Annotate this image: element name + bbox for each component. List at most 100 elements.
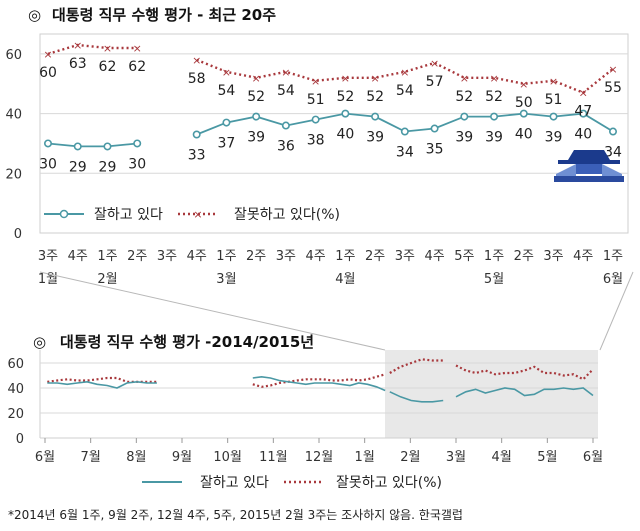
legend-good-marker — [59, 209, 69, 219]
top-legend: 잘하고 있다 × 잘못하고 있다(%) — [44, 207, 340, 223]
bottom-x-tick-label: 6월 — [583, 450, 603, 465]
good-point — [460, 112, 469, 121]
bad-point: × — [133, 42, 142, 55]
bad-point: × — [73, 39, 82, 52]
top-y-tick-label: 60 — [5, 48, 22, 63]
top-month-label: 4월 — [335, 272, 355, 287]
bottom-x-tick-label: 1월 — [355, 450, 375, 465]
bad-point: × — [222, 66, 231, 79]
bad-data-label: 52 — [455, 89, 473, 105]
bottom-x-tick-label: 9월 — [172, 450, 192, 465]
bad-data-label: 52 — [366, 89, 384, 105]
bottom-good-line — [252, 375, 386, 392]
bottom-chart-axis: 6월 7월 8월 9월 10월 11월 12월 1월 2월 3월 4월 5월 6월 — [35, 438, 603, 465]
bottom-good-line — [389, 391, 444, 403]
bad-data-label: 55 — [604, 80, 622, 96]
bad-data-label: 54 — [396, 83, 414, 99]
top-month-label: 3월 — [216, 272, 236, 287]
bad-data-label: 51 — [545, 92, 563, 108]
bad-data-label: 57 — [426, 74, 444, 90]
bottom-x-tick-label: 8월 — [126, 450, 146, 465]
top-x-tick-label: 4주 — [187, 249, 207, 264]
bottom-x-tick-label: 2월 — [400, 450, 420, 465]
bottom-chart-title: 대통령 직무 수행 평가 -2014/2015년 — [60, 333, 314, 351]
bottom-good-line — [47, 380, 157, 389]
bad-point: × — [400, 66, 409, 79]
top-x-tick-label: 4주 — [68, 249, 88, 264]
bottom-y-tick-label: 0 — [16, 432, 24, 447]
good-point — [341, 109, 350, 118]
good-data-label: 30 — [128, 156, 146, 172]
good-point — [519, 109, 528, 118]
top-x-tick-label: 3주 — [543, 249, 563, 264]
legend-bad-marker: × — [193, 208, 202, 221]
good-point — [549, 112, 558, 121]
top-x-tick-label: 4주 — [573, 249, 593, 264]
bad-data-label: 52 — [485, 89, 503, 105]
bad-point: × — [103, 42, 112, 55]
top-month-label: 5월 — [484, 272, 504, 287]
top-x-tick-label: 2주 — [514, 249, 534, 264]
top-x-tick-label: 5주 — [454, 249, 474, 264]
good-data-label: 40 — [515, 127, 533, 143]
bottom-x-tick-label: 5월 — [537, 450, 557, 465]
bad-data-label: 54 — [218, 83, 236, 99]
good-point — [371, 112, 380, 121]
bad-data-label: 62 — [99, 59, 117, 75]
good-data-label: 36 — [277, 139, 295, 155]
bad-data-label: 52 — [247, 89, 265, 105]
good-data-label: 37 — [218, 136, 236, 152]
bottom-bad-line — [47, 376, 157, 383]
bottom-x-tick-label: 12월 — [305, 450, 334, 465]
good-data-label: 38 — [307, 133, 325, 149]
bad-data-label: 63 — [69, 56, 87, 72]
bottom-chart-title-icon: ◎ — [33, 333, 46, 351]
good-data-label: 39 — [247, 130, 265, 146]
good-data-label: 39 — [455, 130, 473, 146]
bad-point: × — [460, 72, 469, 85]
bottom-legend: 잘하고 있다 잘못하고 있다(%) — [142, 475, 442, 491]
bad-point: × — [281, 66, 290, 79]
bad-data-label: 54 — [277, 83, 295, 99]
bottom-x-tick-label: 7월 — [81, 450, 101, 465]
bottom-x-tick-label: 4월 — [492, 450, 512, 465]
bad-data-label: 52 — [336, 89, 354, 105]
bad-point: × — [489, 72, 498, 85]
bad-series-line — [47, 43, 138, 56]
good-point — [608, 127, 617, 136]
bad-data-label: 62 — [128, 59, 146, 75]
bottom-x-tick-label: 3월 — [446, 450, 466, 465]
good-point — [311, 115, 320, 124]
bad-point: × — [43, 48, 52, 61]
good-data-label: 39 — [366, 130, 384, 146]
legend-bad-label: 잘못하고 있다(%) — [234, 207, 340, 223]
good-point — [490, 112, 499, 121]
bad-point: × — [192, 54, 201, 67]
good-data-label: 30 — [39, 156, 57, 172]
bad-point: × — [370, 72, 379, 85]
bad-point: × — [579, 87, 588, 100]
top-x-tick-label: 4주 — [306, 249, 326, 264]
bad-data-label: 50 — [515, 95, 533, 111]
good-data-label: 40 — [336, 127, 354, 143]
bad-point: × — [519, 78, 528, 91]
good-point — [281, 121, 290, 130]
blue-house-icon — [554, 150, 624, 182]
bad-point: × — [252, 72, 261, 85]
bottom-highlight-region — [385, 350, 598, 438]
good-point — [73, 142, 82, 151]
bad-point: × — [549, 75, 558, 88]
zoom-connector-right — [599, 271, 634, 351]
bottom-y-tick-label: 20 — [7, 407, 24, 422]
good-data-label: 39 — [485, 130, 503, 146]
top-x-tick-label: 2주 — [127, 249, 147, 264]
good-data-label: 39 — [545, 130, 563, 146]
bad-data-label: 47 — [574, 104, 592, 120]
top-chart-marks: 30 29 29 30 33 37 39 36 38 40 39 34 35 39 39 40 39 40 34 × 6… — [39, 39, 622, 175]
top-x-tick-label: 3주 — [38, 249, 58, 264]
top-chart-title-icon: ◎ — [28, 6, 41, 24]
good-data-label: 29 — [99, 159, 117, 175]
good-point — [252, 112, 261, 121]
top-month-label: 1월 — [38, 272, 58, 287]
top-month-label: 2월 — [97, 272, 117, 287]
